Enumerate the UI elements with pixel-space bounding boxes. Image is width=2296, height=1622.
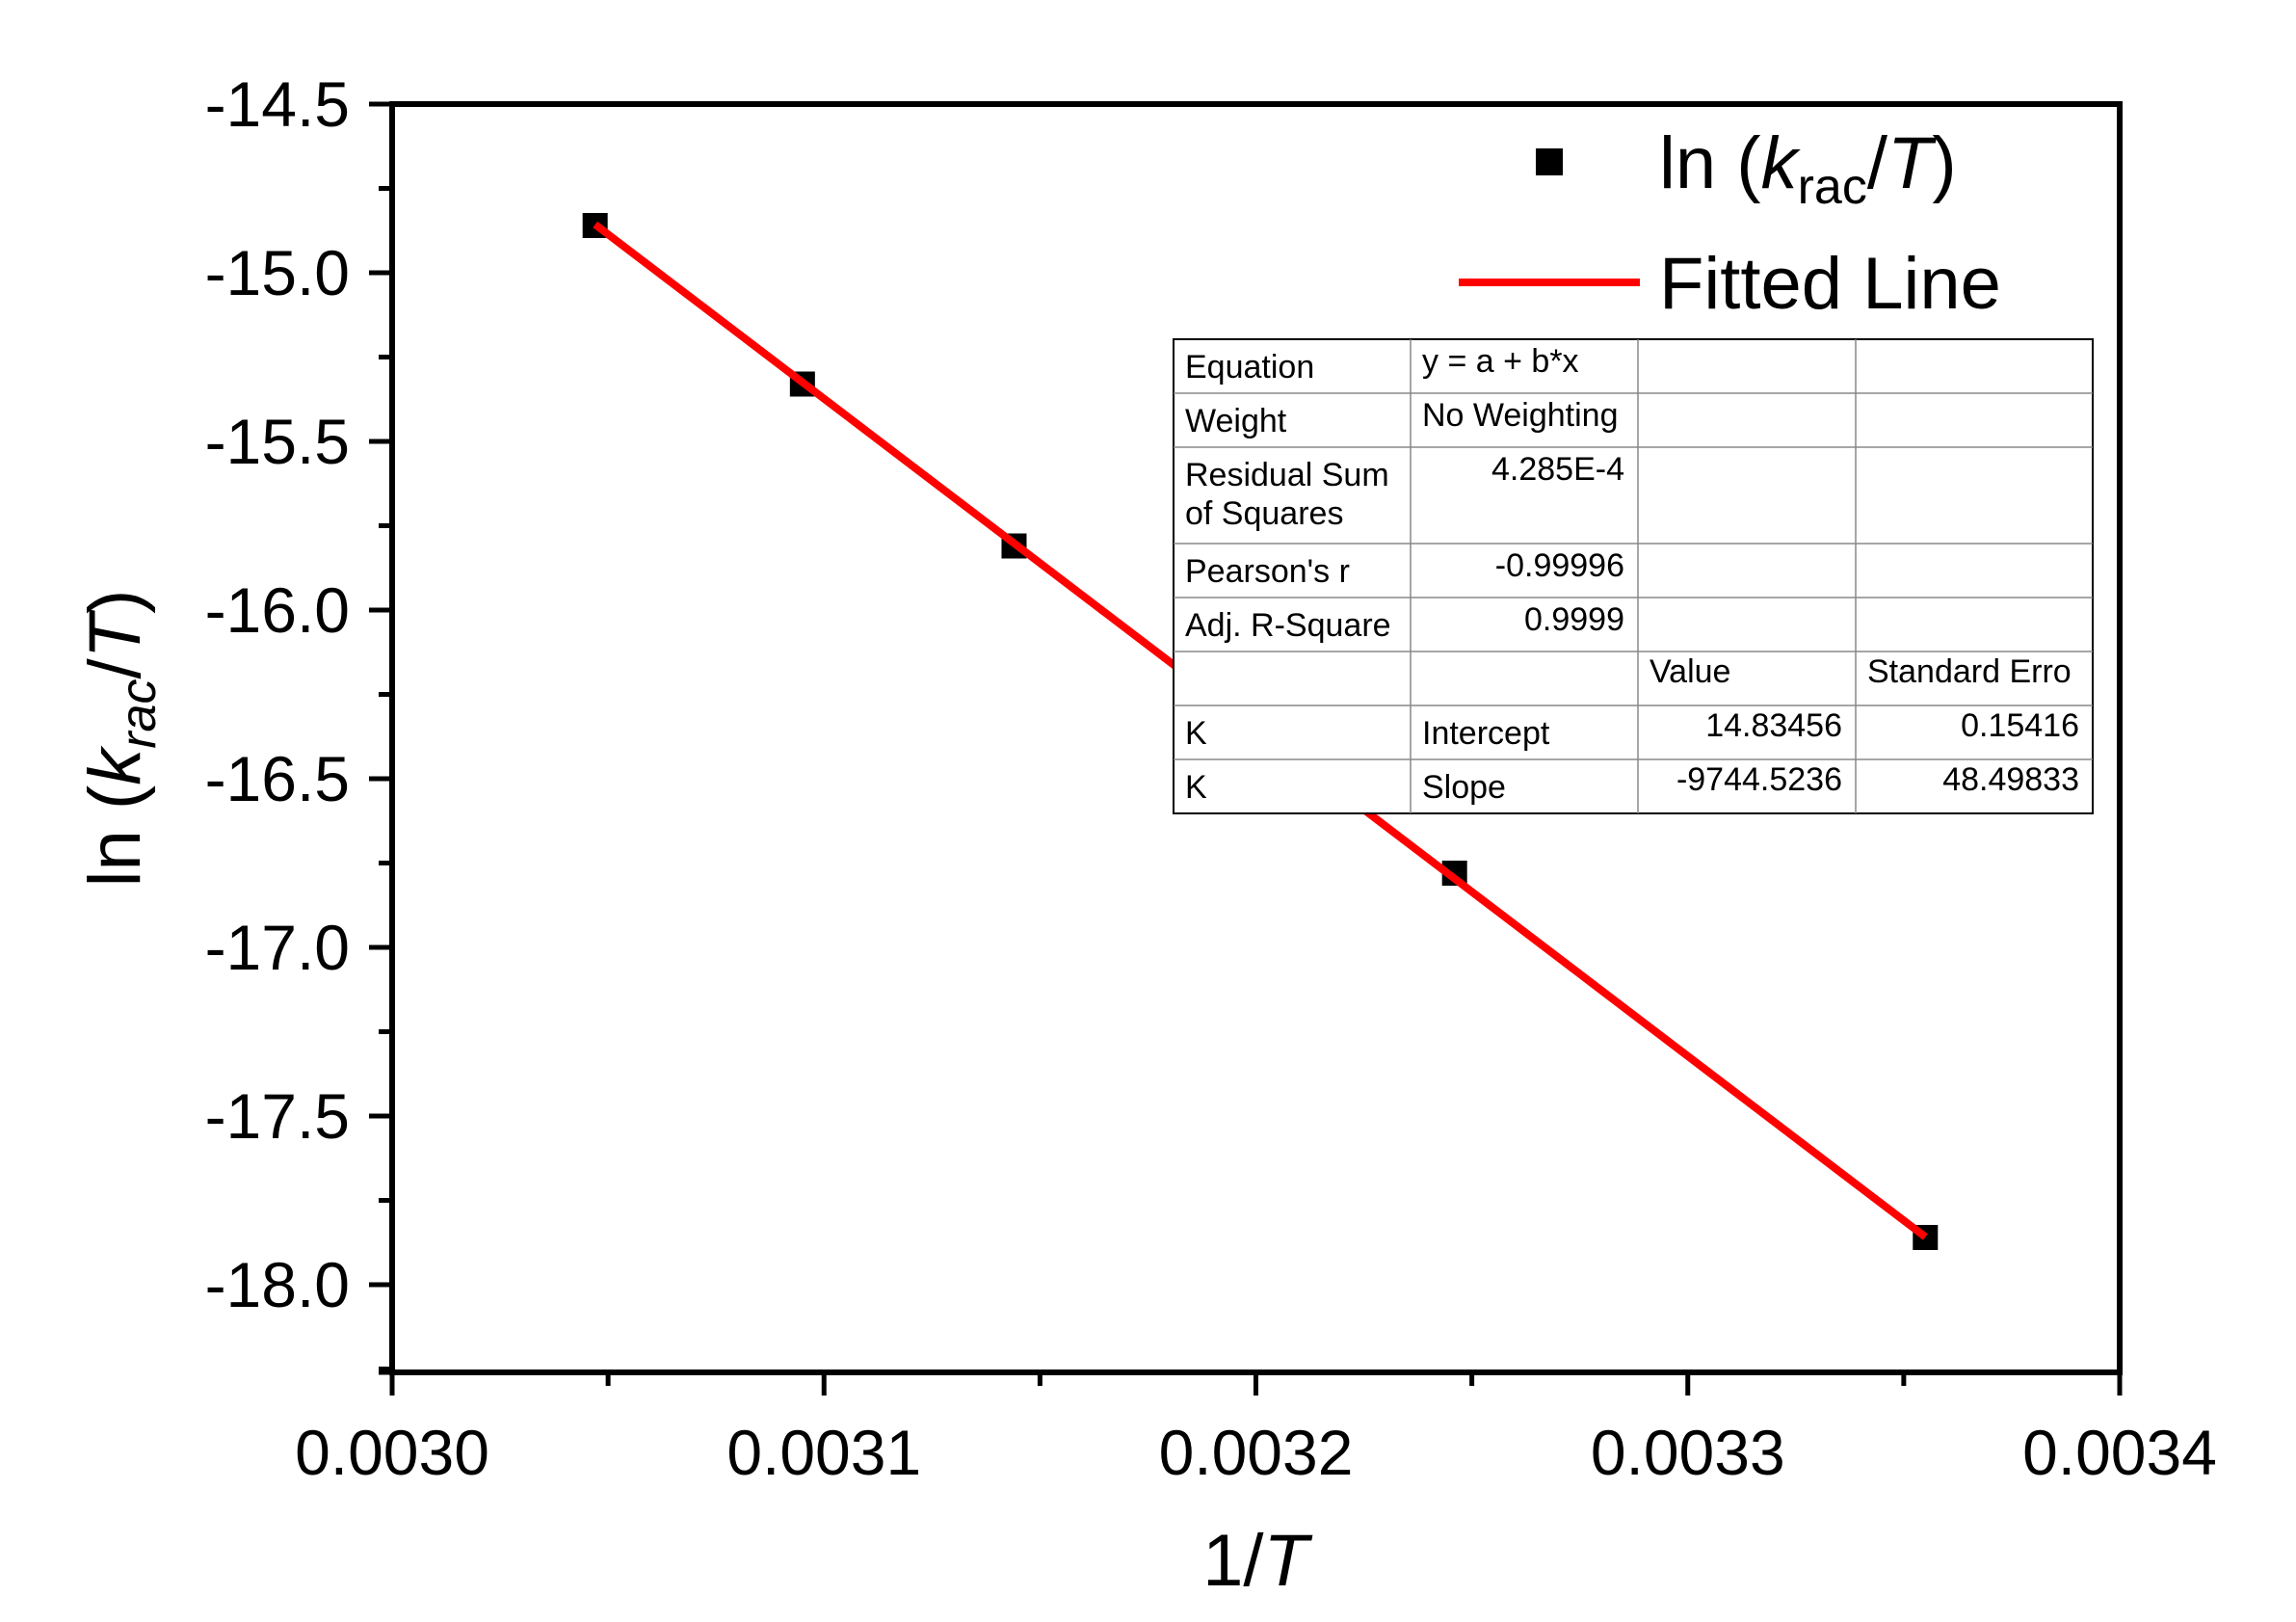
y-tick-label: -15.0: [205, 237, 350, 308]
fit-table-cell: Slope: [1422, 769, 1506, 806]
x-tick-label: 0.0033: [1591, 1417, 1785, 1488]
fit-table-cell: -0.99996: [1495, 547, 1624, 584]
x-axis-title: 1/T: [1202, 1520, 1312, 1602]
fit-table-cell: K: [1185, 715, 1207, 752]
fit-table-cell: No Weighting: [1422, 397, 1619, 434]
fit-table-cell: 0.15416: [1961, 707, 2079, 744]
legend-label-fitted: Fitted Line: [1659, 243, 2001, 325]
y-tick-label: -18.0: [205, 1249, 350, 1320]
y-tick-label: -17.0: [205, 912, 350, 983]
fit-table-cell: Standard Erro: [1867, 653, 2072, 690]
x-tick-label: 0.0031: [726, 1417, 921, 1488]
fit-table-cell: 4.285E-4: [1491, 451, 1624, 488]
fit-table-cell: of Squares: [1185, 495, 1343, 532]
fit-table-cell: 48.49833: [1942, 761, 2079, 798]
fit-table-cell: Weight: [1185, 403, 1287, 439]
fit-table-cell: K: [1185, 769, 1207, 806]
fit-table-cell: -9744.5236: [1676, 761, 1842, 798]
y-tick-labels: -14.5 -15.0 -15.5 -16.0 -16.5 -17.0 -17.5 -18.0: [205, 68, 350, 1320]
x-tick-label: 0.0034: [2022, 1417, 2217, 1488]
y-axis-title: ln (krac/T): [74, 590, 167, 888]
legend-marker-points: [1536, 148, 1563, 175]
fit-table-cell: Residual Sum: [1185, 457, 1389, 493]
legend-label-points: ln (krac/T): [1659, 122, 1957, 215]
fit-table: Equation y = a + b*x Weight No Weighting Res…: [1173, 338, 2094, 814]
fit-table-cell: Intercept: [1422, 715, 1550, 752]
y-tick-label: -14.5: [205, 68, 350, 140]
x-tick-labels: 0.0030 0.0031 0.0032 0.0033 0.0034: [295, 1417, 2217, 1488]
y-tick-label: -15.5: [205, 406, 350, 477]
fit-table-frame: [1173, 338, 2094, 814]
fit-table-cell: Equation: [1185, 349, 1314, 386]
y-tick-label: -16.5: [205, 743, 350, 814]
y-tick-label: -16.0: [205, 574, 350, 646]
fit-table-cell: Adj. R-Square: [1185, 607, 1391, 644]
y-tick-label: -17.5: [205, 1080, 350, 1152]
legend: ln (krac/T) Fitted Line: [1459, 122, 2001, 325]
x-tick-label: 0.0032: [1159, 1417, 1354, 1488]
fit-table-cell: Value: [1649, 653, 1730, 690]
axis-ticks: [369, 101, 2123, 1396]
svg-text:ln (krac/T): ln (krac/T): [74, 590, 167, 888]
fit-table-cell: y = a + b*x: [1422, 343, 1579, 380]
x-tick-label: 0.0030: [295, 1417, 489, 1488]
fit-table-cell: Pearson's r: [1185, 553, 1350, 590]
fit-table-cell: 0.9999: [1524, 601, 1624, 638]
fit-table-cell: 14.83456: [1705, 707, 1842, 744]
